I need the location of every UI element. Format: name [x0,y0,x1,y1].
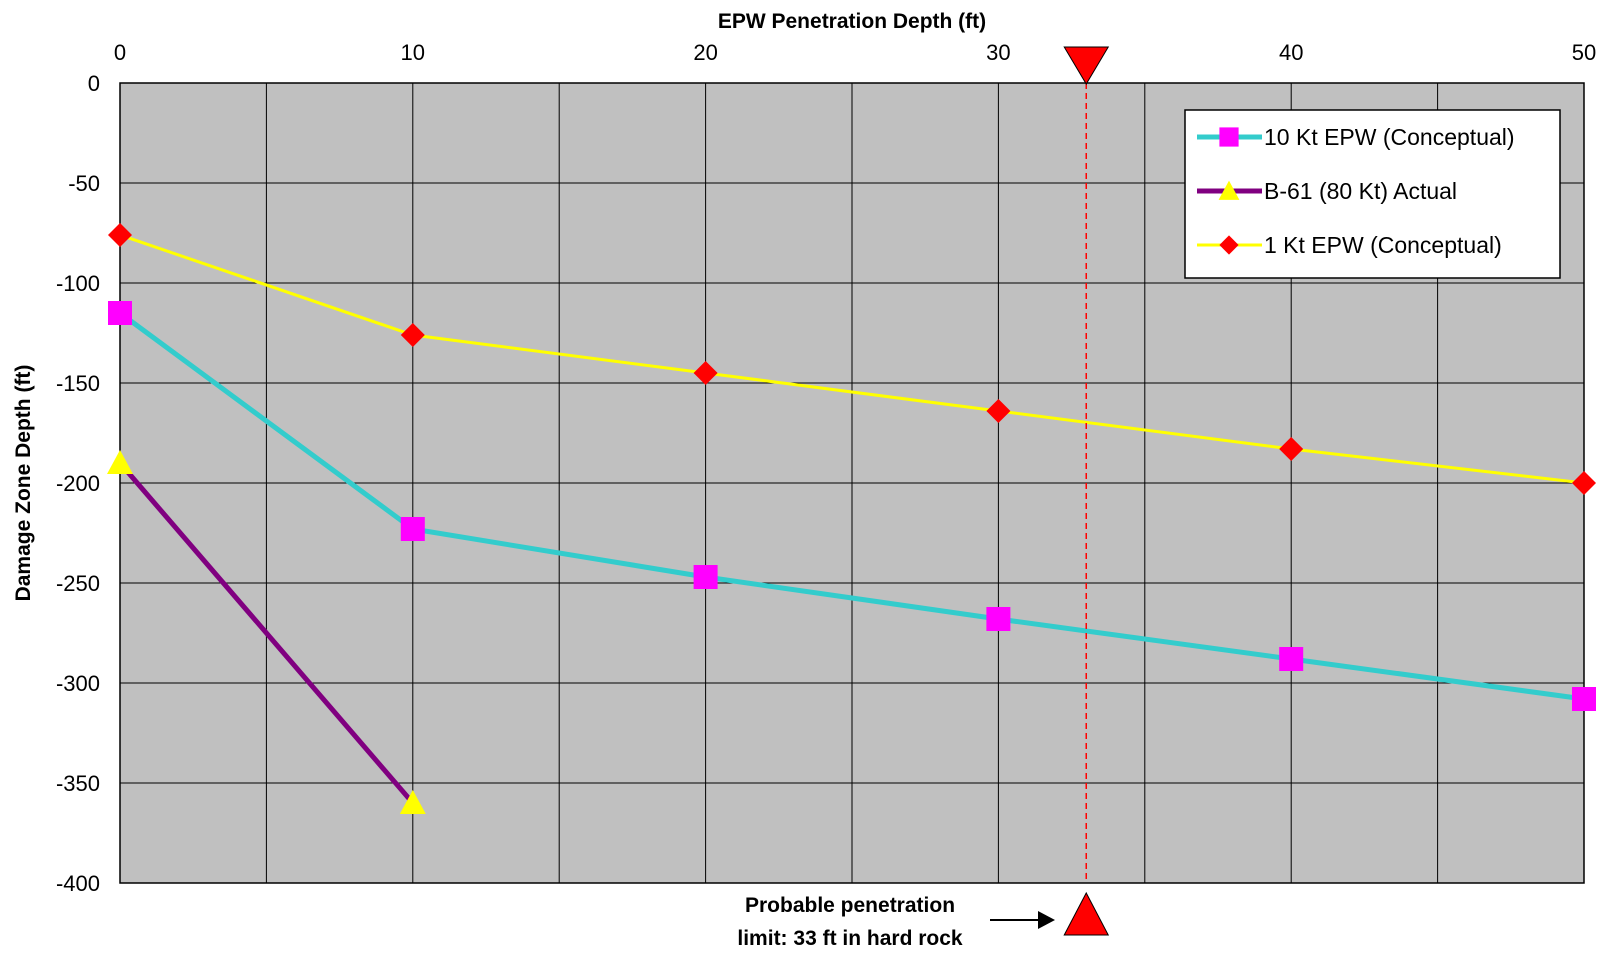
legend-swatch-marker [1219,127,1239,147]
x-tick-label: 0 [114,40,126,65]
legend-label: 1 Kt EPW (Conceptual) [1264,232,1502,258]
annotation-line-1: Probable penetration [745,894,955,917]
y-tick-label: -150 [56,371,100,396]
legend-label: 10 Kt EPW (Conceptual) [1264,124,1515,150]
y-tick-label: -250 [56,571,100,596]
data-point [693,361,718,385]
x-tick-label: 20 [693,40,717,65]
data-point [400,517,425,541]
legend-swatch-marker [1219,235,1239,255]
y-tick-label: -400 [56,871,100,896]
annotation-arrow-head [1038,911,1055,929]
y-axis-title: Damage Zone Depth (ft) [12,365,35,602]
x-axis-title: EPW Penetration Depth (ft) [718,10,986,33]
data-point [1279,647,1304,671]
data-point [986,399,1011,423]
data-point [107,450,133,475]
x-tick-label: 50 [1572,40,1596,65]
x-tick-label: 10 [401,40,425,65]
data-point [1279,437,1304,461]
series-layer [107,223,1596,815]
y-tick-labels: 0 -50 -100 -150 -200 -250 -300 -350 -400 [56,71,100,896]
x-tick-label: 30 [986,40,1010,65]
series-line [118,310,1585,702]
legend: 10 Kt EPW (Conceptual) B-61 (80 Kt) Actua… [1184,109,1561,279]
series-line [118,461,415,805]
reference-marker-top [1063,46,1110,85]
x-tick-labels: 0 10 20 30 40 50 [114,40,1596,65]
data-point [108,223,132,247]
annotation: Probable penetration limit: 33 ft in har… [737,894,1055,950]
reference-marker-bottom [1063,891,1110,936]
y-tick-label: -350 [56,771,100,796]
y-tick-label: 0 [88,71,100,96]
data-point [108,301,132,325]
data-point [1572,687,1596,711]
legend-label: B-61 (80 Kt) Actual [1264,178,1457,204]
series-line [119,233,1585,485]
data-point [1572,471,1596,495]
legend-swatch-marker [1218,180,1240,200]
reference-line-layer [1063,46,1110,936]
y-tick-label: -50 [68,171,100,196]
data-point [400,323,425,347]
y-tick-label: -100 [56,271,100,296]
y-tick-label: -300 [56,671,100,696]
x-tick-label: 40 [1279,40,1303,65]
data-point [986,607,1011,631]
data-point [399,790,426,815]
annotation-line-2: limit: 33 ft in hard rock [737,927,963,950]
data-point [693,565,718,589]
y-tick-label: -200 [56,471,100,496]
